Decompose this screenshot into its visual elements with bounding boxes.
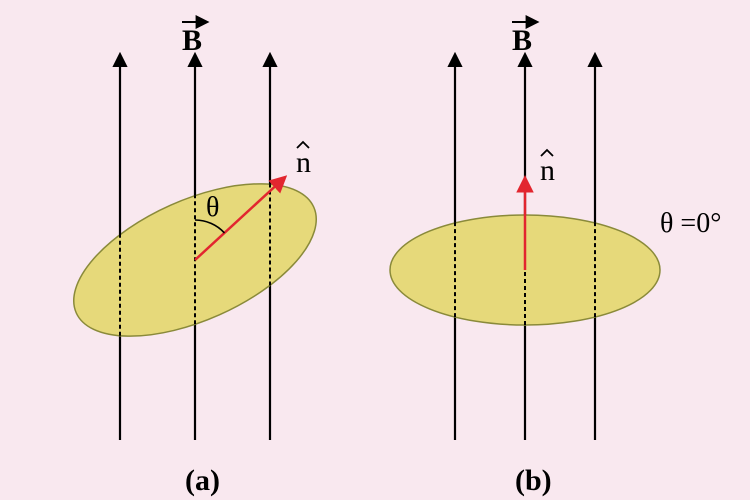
b-vector-label: B xyxy=(512,24,532,57)
panel-caption: (a) xyxy=(185,464,220,497)
diagram-canvas: Bn θ (a) Bn θ =0° (b) xyxy=(0,0,750,500)
n-hat-label: n xyxy=(540,154,555,187)
flux-diagram-svg: Bn θ (a) Bn θ =0° (b) xyxy=(0,0,750,500)
panel-caption: (b) xyxy=(515,464,552,497)
n-hat-label: n xyxy=(296,146,311,179)
b-vector-label: B xyxy=(182,24,202,57)
theta-label: θ =0° xyxy=(660,208,721,239)
theta-label: θ xyxy=(206,192,219,223)
